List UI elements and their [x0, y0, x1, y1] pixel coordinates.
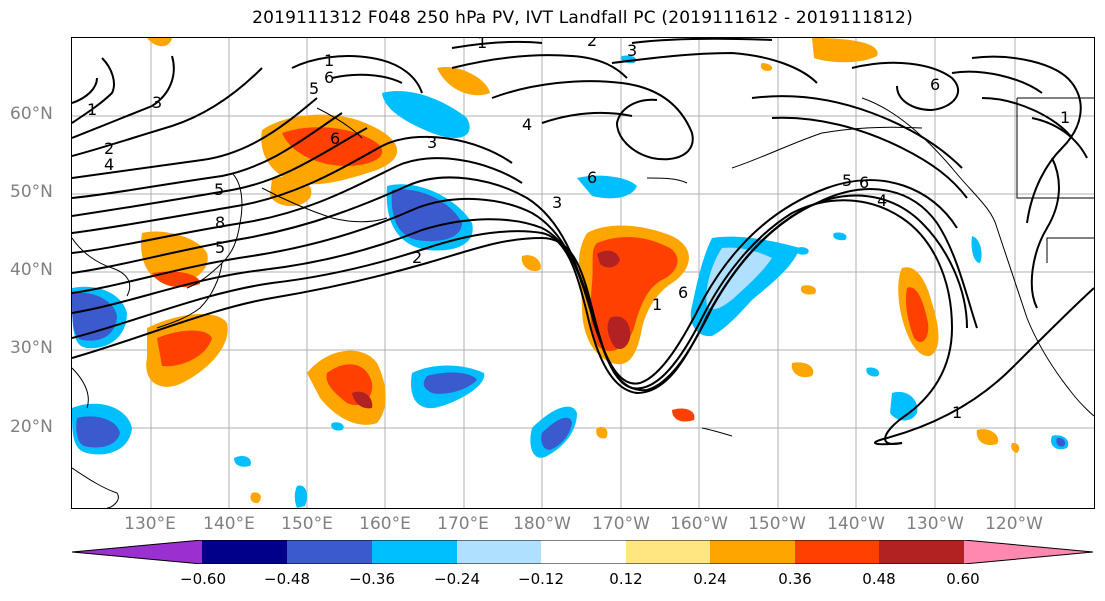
colorbar-tick-label: −0.36	[349, 570, 395, 588]
lon-label: 170°W	[592, 514, 650, 534]
colorbar-tick-label: 0.12	[609, 570, 643, 588]
lon-label: 180°W	[513, 514, 571, 534]
colorbar-tick-label: 0.48	[862, 570, 896, 588]
colorbar-segment	[795, 540, 879, 564]
lon-label: 150°E	[281, 514, 333, 534]
contour-label: 6	[930, 75, 940, 94]
chart-title: 2019111312 F048 250 hPa PV, IVT Landfall…	[252, 8, 913, 28]
lon-label: 160°E	[359, 514, 411, 534]
lat-label: 20°N	[10, 417, 53, 437]
contour-label: 2	[412, 248, 422, 267]
contour-label: 6	[324, 68, 334, 87]
colorbar-tick-label: −0.12	[518, 570, 564, 588]
lon-label: 140°E	[203, 514, 255, 534]
contour-label: 5	[309, 79, 319, 98]
contour-label: 1	[477, 38, 487, 52]
colorbar-tick-label: 0.60	[946, 570, 980, 588]
contour-label: 4	[104, 155, 114, 174]
lon-label: 150°W	[748, 514, 806, 534]
contour-label: 8	[215, 213, 225, 232]
map-svg: 1 1 3 2 4 5 6 1 3 2 6 3 4 3 6 8 5 2 1 6 …	[72, 38, 1094, 508]
contour-label: 5	[215, 238, 225, 257]
map-panel: 1 1 3 2 4 5 6 1 3 2 6 3 4 3 6 8 5 2 1 6 …	[71, 37, 1095, 509]
contour-label: 3	[552, 193, 562, 212]
colorbar-segment	[964, 540, 1093, 564]
lon-label: 130°E	[124, 514, 176, 534]
contour-label: 4	[877, 191, 887, 210]
contour-labels: 1 1 3 2 4 5 6 1 3 2 6 3 4 3 6 8 5 2 1 6 …	[87, 38, 1070, 422]
colorbar-segment	[457, 540, 541, 564]
lon-label: 170°E	[437, 514, 489, 534]
colorbar	[71, 540, 1094, 564]
colorbar-segment	[710, 540, 795, 564]
colorbar-tick-label: −0.24	[434, 570, 480, 588]
contour-label: 6	[330, 129, 340, 148]
colorbar-tick-label: −0.48	[264, 570, 310, 588]
positive-anomaly-fills	[141, 38, 1020, 504]
contour-label: 1	[1060, 108, 1070, 127]
contour-label: 5	[842, 171, 852, 190]
lat-label: 40°N	[10, 260, 53, 280]
colorbar-tick-label: 0.24	[693, 570, 727, 588]
colorbar-segment	[202, 540, 287, 564]
contour-label: 5	[214, 180, 224, 199]
contour-label: 2	[587, 38, 597, 50]
colorbar-segment	[879, 540, 964, 564]
negative-anomaly-fills	[72, 55, 1069, 508]
contour-label: 6	[587, 168, 597, 187]
lon-label: 130°W	[906, 514, 964, 534]
colorbar-tick-label: 0.36	[778, 570, 812, 588]
contour-label: 6	[859, 173, 869, 192]
colorbar-segment	[72, 540, 202, 564]
lon-label: 120°W	[985, 514, 1043, 534]
contour-label: 3	[152, 93, 162, 112]
contour-label: 2	[104, 139, 114, 158]
lon-label: 140°W	[827, 514, 885, 534]
contour-label: 1	[324, 51, 334, 70]
contour-label: 1	[87, 100, 97, 119]
lat-label: 50°N	[10, 182, 53, 202]
colorbar-outline	[71, 540, 1094, 564]
lat-label: 60°N	[10, 104, 53, 124]
contour-label: 3	[627, 41, 637, 60]
colorbar-segment	[287, 540, 372, 564]
lon-label: 160°W	[670, 514, 728, 534]
contour-label: 1	[952, 403, 962, 422]
pv-contours	[72, 38, 1094, 446]
lat-label: 30°N	[10, 338, 53, 358]
contour-label: 4	[522, 115, 532, 134]
contour-label: 1	[652, 295, 662, 314]
colorbar-tick-label: −0.60	[180, 570, 226, 588]
contour-label: 6	[678, 283, 688, 302]
colorbar-segment	[541, 540, 626, 564]
colorbar-segment	[372, 540, 457, 564]
contour-label: 3	[427, 133, 437, 152]
colorbar-segment	[626, 540, 710, 564]
